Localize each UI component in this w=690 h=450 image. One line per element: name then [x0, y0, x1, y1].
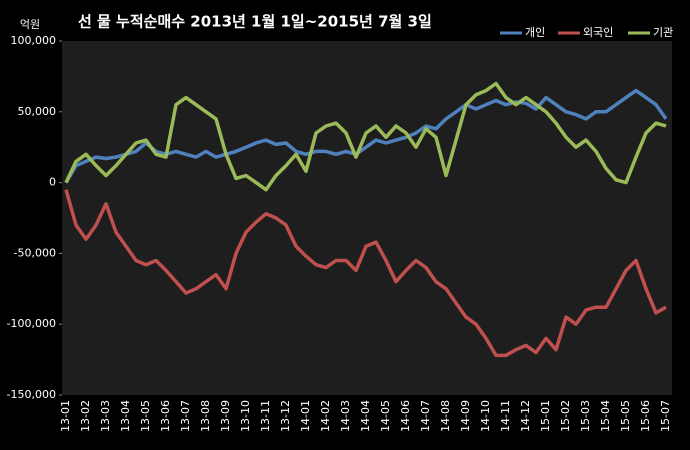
x-tick-label: 14-01: [299, 400, 312, 432]
x-tick-label: 14-04: [359, 400, 372, 432]
x-tick-label: 15-04: [599, 400, 612, 432]
x-tick-label: 13-09: [219, 400, 232, 432]
legend-label: 기관: [653, 26, 673, 39]
legend-label: 개인: [525, 26, 545, 39]
x-tick-label: 14-12: [519, 400, 532, 432]
x-tick-label: 14-06: [399, 400, 412, 432]
x-tick-label: 15-06: [639, 400, 652, 432]
x-tick-label: 13-02: [79, 400, 92, 432]
x-tick-label: 15-02: [559, 400, 572, 432]
x-tick-label: 13-04: [119, 400, 132, 432]
x-tick-label: 14-08: [439, 400, 452, 432]
x-tick-label: 13-10: [239, 400, 252, 432]
y-axis-label: 억원: [20, 18, 40, 31]
y-tick-label: 50,000: [18, 105, 57, 118]
y-tick-label: -100,000: [7, 317, 56, 330]
x-tick-label: 13-01: [59, 400, 72, 432]
legend-label: 외국인: [583, 26, 613, 39]
x-tick-label: 14-03: [339, 400, 352, 432]
x-tick-label: 14-07: [419, 400, 432, 432]
x-tick-label: 14-10: [479, 400, 492, 432]
y-tick-label: 0: [49, 176, 56, 189]
x-tick-label: 14-09: [459, 400, 472, 432]
x-tick-label: 13-08: [199, 400, 212, 432]
x-tick-label: 14-05: [379, 400, 392, 432]
x-tick-label: 15-05: [619, 400, 632, 432]
x-tick-label: 13-03: [99, 400, 112, 432]
plot-area: [62, 41, 672, 395]
x-tick-label: 13-11: [259, 400, 272, 432]
chart-title: 선 물 누적순매수 2013년 1월 1일~2015년 7월 3일: [78, 13, 432, 31]
y-tick-label: -50,000: [14, 246, 56, 259]
y-tick-label: -150,000: [7, 388, 56, 401]
series-line: [64, 189, 667, 358]
x-tick-label: 13-12: [279, 400, 292, 432]
x-tick-label: 15-07: [659, 400, 672, 432]
series-line: [64, 81, 667, 192]
x-tick-label: 13-05: [139, 400, 152, 432]
x-tick-label: 14-11: [499, 400, 512, 432]
x-tick-label: 13-06: [159, 400, 172, 432]
x-tick-label: 15-01: [539, 400, 552, 432]
x-tick-label: 13-07: [179, 400, 192, 432]
x-tick-label: 15-03: [579, 400, 592, 432]
y-tick-label: 100,000: [11, 34, 57, 47]
x-tick-label: 14-02: [319, 400, 332, 432]
